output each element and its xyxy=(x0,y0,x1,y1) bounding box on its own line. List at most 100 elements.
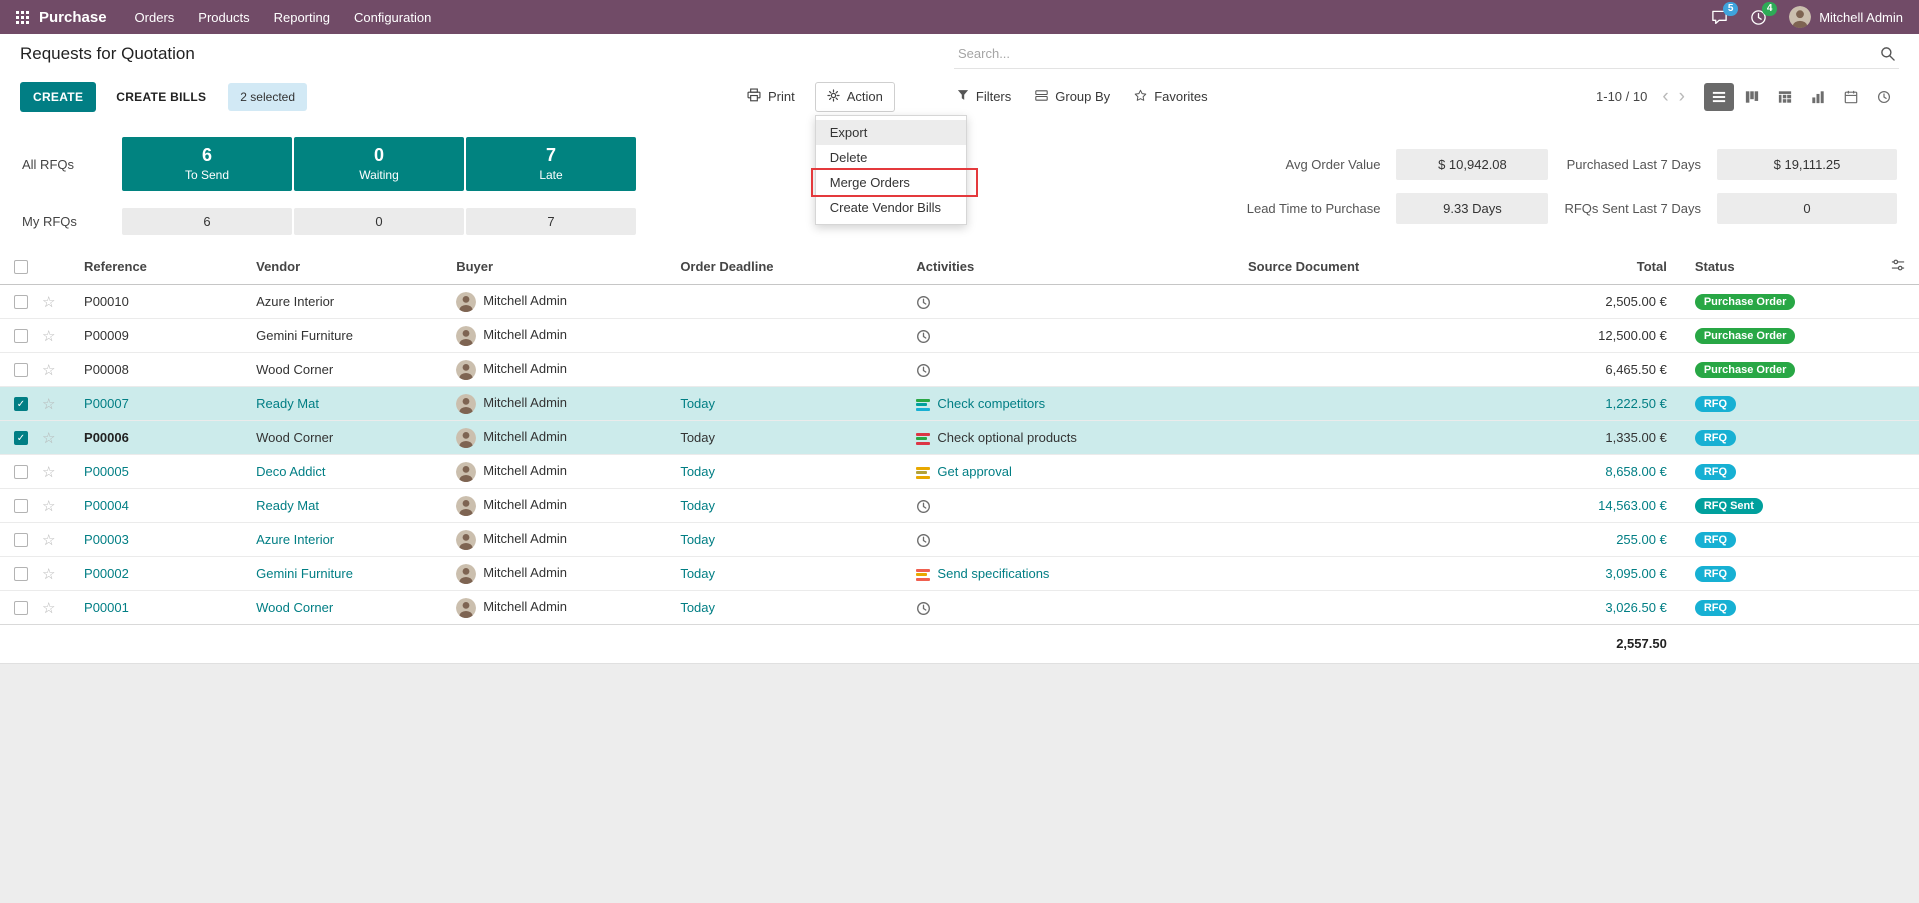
pivot-view-icon[interactable] xyxy=(1770,83,1800,111)
table-row[interactable]: ☆ P00010 Azure Interior Mitchell Admin 2,505… xyxy=(0,285,1919,319)
favorite-star-icon[interactable]: ☆ xyxy=(42,497,56,515)
activity-cell[interactable] xyxy=(910,285,1198,319)
reference-cell[interactable]: P00001 xyxy=(78,590,251,625)
optional-columns-icon[interactable] xyxy=(1891,259,1905,275)
create-button[interactable]: CREATE xyxy=(20,81,97,112)
activity-cell[interactable] xyxy=(910,590,1199,625)
row-checkbox[interactable]: ✓ xyxy=(14,397,28,412)
col-vendor[interactable]: Vendor xyxy=(250,249,451,285)
reference-cell[interactable]: P00006 xyxy=(78,420,251,455)
favorite-star-icon[interactable]: ☆ xyxy=(42,395,56,413)
table-row[interactable]: ☆ P00009 Gemini Furniture Mitchell Admin 12,… xyxy=(0,318,1919,353)
activity-cell[interactable]: Check optional products xyxy=(910,420,1199,455)
search-icon[interactable] xyxy=(1880,46,1895,61)
create-bills-button[interactable]: CREATE BILLS xyxy=(104,81,219,112)
table-row[interactable]: ✓ ☆ P00006 Wood Corner Mitchell Admin Today Ch… xyxy=(0,420,1919,455)
activity-cell[interactable] xyxy=(910,522,1199,557)
favorites-button[interactable]: Favorites xyxy=(1134,89,1208,105)
favorite-star-icon[interactable]: ☆ xyxy=(42,293,56,311)
kpi-late[interactable]: 7 Late xyxy=(466,137,636,192)
activity-cell[interactable]: Send specifications xyxy=(910,556,1199,591)
row-checkbox[interactable] xyxy=(14,533,28,548)
row-checkbox[interactable] xyxy=(14,465,28,480)
favorite-star-icon[interactable]: ☆ xyxy=(42,361,56,379)
activity-clock-icon[interactable] xyxy=(916,533,931,548)
table-row[interactable]: ☆ P00008 Wood Corner Mitchell Admin 6,465.50… xyxy=(0,352,1919,387)
activity-status-icon[interactable] xyxy=(916,398,931,411)
menu-item-delete[interactable]: Delete xyxy=(829,149,868,165)
activity-cell[interactable] xyxy=(910,488,1199,523)
activity-cell[interactable] xyxy=(910,318,1199,353)
table-row[interactable]: ☆ P00002 Gemini Furniture Mitchell Admin Tod… xyxy=(0,556,1919,591)
activity-cell[interactable]: Check competitors xyxy=(910,386,1199,421)
kpi-to-send[interactable]: 6 To Send xyxy=(122,137,292,192)
row-checkbox[interactable] xyxy=(14,567,28,582)
kpi-my-to-send[interactable]: 6 xyxy=(122,207,292,235)
activity-status-icon[interactable] xyxy=(916,466,931,479)
menu-reporting[interactable]: Reporting xyxy=(273,9,330,25)
favorite-star-icon[interactable]: ☆ xyxy=(42,531,56,549)
activities-icon[interactable]: 4 xyxy=(1750,1,1778,26)
table-row[interactable]: ☆ P00005 Deco Addict Mitchell Admin Today Get… xyxy=(0,454,1919,489)
row-checkbox[interactable] xyxy=(14,295,28,310)
activity-cell[interactable] xyxy=(910,352,1199,387)
activity-view-icon[interactable] xyxy=(1869,83,1899,111)
row-checkbox[interactable] xyxy=(14,329,28,344)
col-buyer[interactable]: Buyer xyxy=(450,249,675,285)
activity-clock-icon[interactable] xyxy=(916,601,931,616)
user-menu[interactable]: Mitchell Admin xyxy=(1789,6,1903,28)
kpi-my-waiting[interactable]: 0 xyxy=(294,207,464,235)
activity-status-icon[interactable] xyxy=(916,432,931,445)
menu-item-create-vendor-bills[interactable]: Create Vendor Bills xyxy=(829,199,942,215)
activity-clock-icon[interactable] xyxy=(916,499,931,514)
pager-previous-icon[interactable]: ‹ xyxy=(1657,87,1673,106)
menu-configuration[interactable]: Configuration xyxy=(353,9,432,25)
col-status[interactable]: Status xyxy=(1678,249,1829,285)
menu-products[interactable]: Products xyxy=(198,9,250,25)
favorite-star-icon[interactable]: ☆ xyxy=(42,463,56,481)
messages-icon[interactable]: 5 xyxy=(1711,1,1739,26)
col-reference[interactable]: Reference xyxy=(78,249,251,285)
app-name[interactable]: Purchase xyxy=(39,8,107,26)
activity-label[interactable]: Check competitors xyxy=(937,396,1046,411)
activity-clock-icon[interactable] xyxy=(916,363,931,378)
menu-item-merge-orders[interactable]: Merge Orders xyxy=(810,167,978,197)
row-checkbox[interactable] xyxy=(14,601,28,616)
group-by-button[interactable]: Group By xyxy=(1035,89,1110,105)
col-source-document[interactable]: Source Document xyxy=(1198,249,1409,285)
favorite-star-icon[interactable]: ☆ xyxy=(42,429,56,447)
search-input[interactable] xyxy=(958,46,1872,61)
favorite-star-icon[interactable]: ☆ xyxy=(42,599,56,617)
reference-cell[interactable]: P00004 xyxy=(78,488,251,523)
activity-cell[interactable]: Get approval xyxy=(910,454,1199,489)
activity-status-icon[interactable] xyxy=(916,568,931,581)
row-checkbox[interactable] xyxy=(14,363,28,378)
activity-clock-icon[interactable] xyxy=(916,329,931,344)
action-button[interactable]: Action xyxy=(814,81,895,112)
table-row[interactable]: ☆ P00001 Wood Corner Mitchell Admin Today 3,0… xyxy=(0,590,1919,625)
table-row[interactable]: ☆ P00004 Ready Mat Mitchell Admin Today 14,56… xyxy=(0,488,1919,523)
reference-cell[interactable]: P00002 xyxy=(78,556,251,591)
menu-item-export[interactable]: Export xyxy=(815,119,966,145)
apps-grid-icon[interactable] xyxy=(16,10,29,24)
calendar-view-icon[interactable] xyxy=(1836,83,1866,111)
row-checkbox[interactable] xyxy=(14,499,28,514)
activity-label[interactable]: Check optional products xyxy=(937,430,1077,445)
select-all-checkbox[interactable] xyxy=(14,260,28,275)
col-order-deadline[interactable]: Order Deadline xyxy=(674,249,911,285)
reference-cell[interactable]: P00008 xyxy=(78,352,251,387)
reference-cell[interactable]: P00009 xyxy=(78,318,251,353)
reference-cell[interactable]: P00007 xyxy=(78,386,251,421)
favorite-star-icon[interactable]: ☆ xyxy=(42,565,56,583)
col-activities[interactable]: Activities xyxy=(910,249,1199,285)
print-button[interactable]: Print xyxy=(747,88,795,105)
favorite-star-icon[interactable]: ☆ xyxy=(42,327,56,345)
graph-view-icon[interactable] xyxy=(1803,83,1833,111)
kpi-waiting[interactable]: 0 Waiting xyxy=(294,137,464,192)
pager-next-icon[interactable]: › xyxy=(1674,87,1690,106)
row-checkbox[interactable]: ✓ xyxy=(14,431,28,446)
table-row[interactable]: ✓ ☆ P00007 Ready Mat Mitchell Admin Today Chec… xyxy=(0,386,1919,421)
activity-clock-icon[interactable] xyxy=(916,295,931,310)
reference-cell[interactable]: P00003 xyxy=(78,522,251,557)
kpi-my-late[interactable]: 7 xyxy=(466,207,636,235)
